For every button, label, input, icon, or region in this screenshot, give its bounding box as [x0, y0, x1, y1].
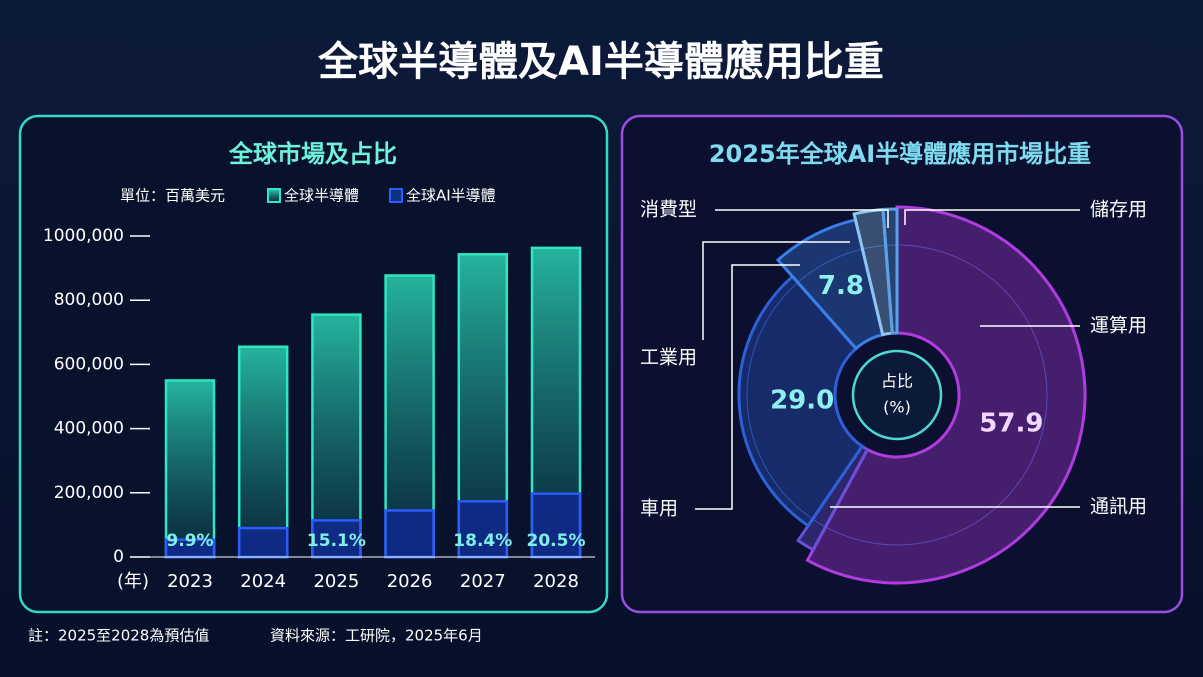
category-label: 消費型: [640, 199, 697, 221]
ai-bar: [311, 519, 362, 559]
share-label: 15.1%: [307, 531, 366, 551]
pie-slice: [805, 205, 1087, 585]
x-axis-label: (年): [117, 571, 149, 592]
value-label: 7.8: [818, 271, 864, 301]
share-label: 20.5%: [527, 531, 586, 551]
ai-bar: [237, 526, 289, 559]
category-label: 工業用: [640, 347, 697, 369]
pie-slice: [881, 207, 899, 335]
y-tick-label: 200,000: [54, 483, 124, 503]
leader-line: [695, 264, 800, 510]
center-label: 占比: [881, 372, 913, 391]
category-label: 車用: [640, 498, 678, 520]
y-tick-label: 600,000: [54, 354, 124, 374]
ai-bar: [457, 500, 509, 559]
leader-line: [715, 209, 889, 228]
value-label: 57.9: [979, 408, 1043, 438]
legend-label: 全球AI半導體: [406, 187, 496, 205]
x-tick-label: 2023: [167, 571, 213, 592]
x-tick-label: 2024: [240, 571, 286, 592]
x-tick-label: 2026: [387, 571, 433, 592]
total-bar: [164, 379, 216, 559]
page-title: 全球半導體及AI半導體應用比重: [317, 39, 884, 85]
share-label: 9.9%: [166, 531, 213, 551]
x-tick-label: 2027: [460, 571, 506, 592]
bar-chart-title: 全球市場及占比: [228, 140, 397, 168]
total-bar: [311, 313, 362, 559]
unit-label: 單位：百萬美元: [120, 187, 225, 205]
legend-swatch: [267, 188, 281, 203]
pie-chart-title: 2025年全球AI半導體應用市場比重: [709, 140, 1091, 168]
legend-swatch: [389, 188, 403, 203]
y-tick-label: 400,000: [54, 419, 124, 439]
leader-line: [904, 209, 1080, 225]
total-bar: [237, 345, 289, 559]
center-unit: (%): [883, 398, 911, 417]
category-label: 通訊用: [1090, 496, 1147, 518]
share-label: 18.4%: [453, 531, 512, 551]
legend-label: 全球半導體: [284, 187, 359, 205]
ai-bar: [530, 492, 582, 559]
ai-bar: [384, 509, 435, 559]
y-tick-label: 1000,000: [43, 226, 124, 246]
y-tick-label: 0: [113, 547, 124, 567]
category-label: 運算用: [1090, 315, 1147, 337]
source-note: 資料來源：工研院，2025年6月: [270, 627, 483, 645]
footnote: 註：2025至2028為預估值: [28, 627, 209, 645]
y-tick-label: 800,000: [54, 290, 124, 310]
leader-line: [702, 241, 850, 340]
x-tick-label: 2025: [313, 571, 359, 592]
center-circle: [851, 349, 943, 441]
category-label: 儲存用: [1090, 199, 1147, 221]
pie-slice: [737, 274, 865, 528]
value-label: 29.0: [770, 385, 834, 415]
x-tick-label: 2028: [533, 571, 579, 592]
